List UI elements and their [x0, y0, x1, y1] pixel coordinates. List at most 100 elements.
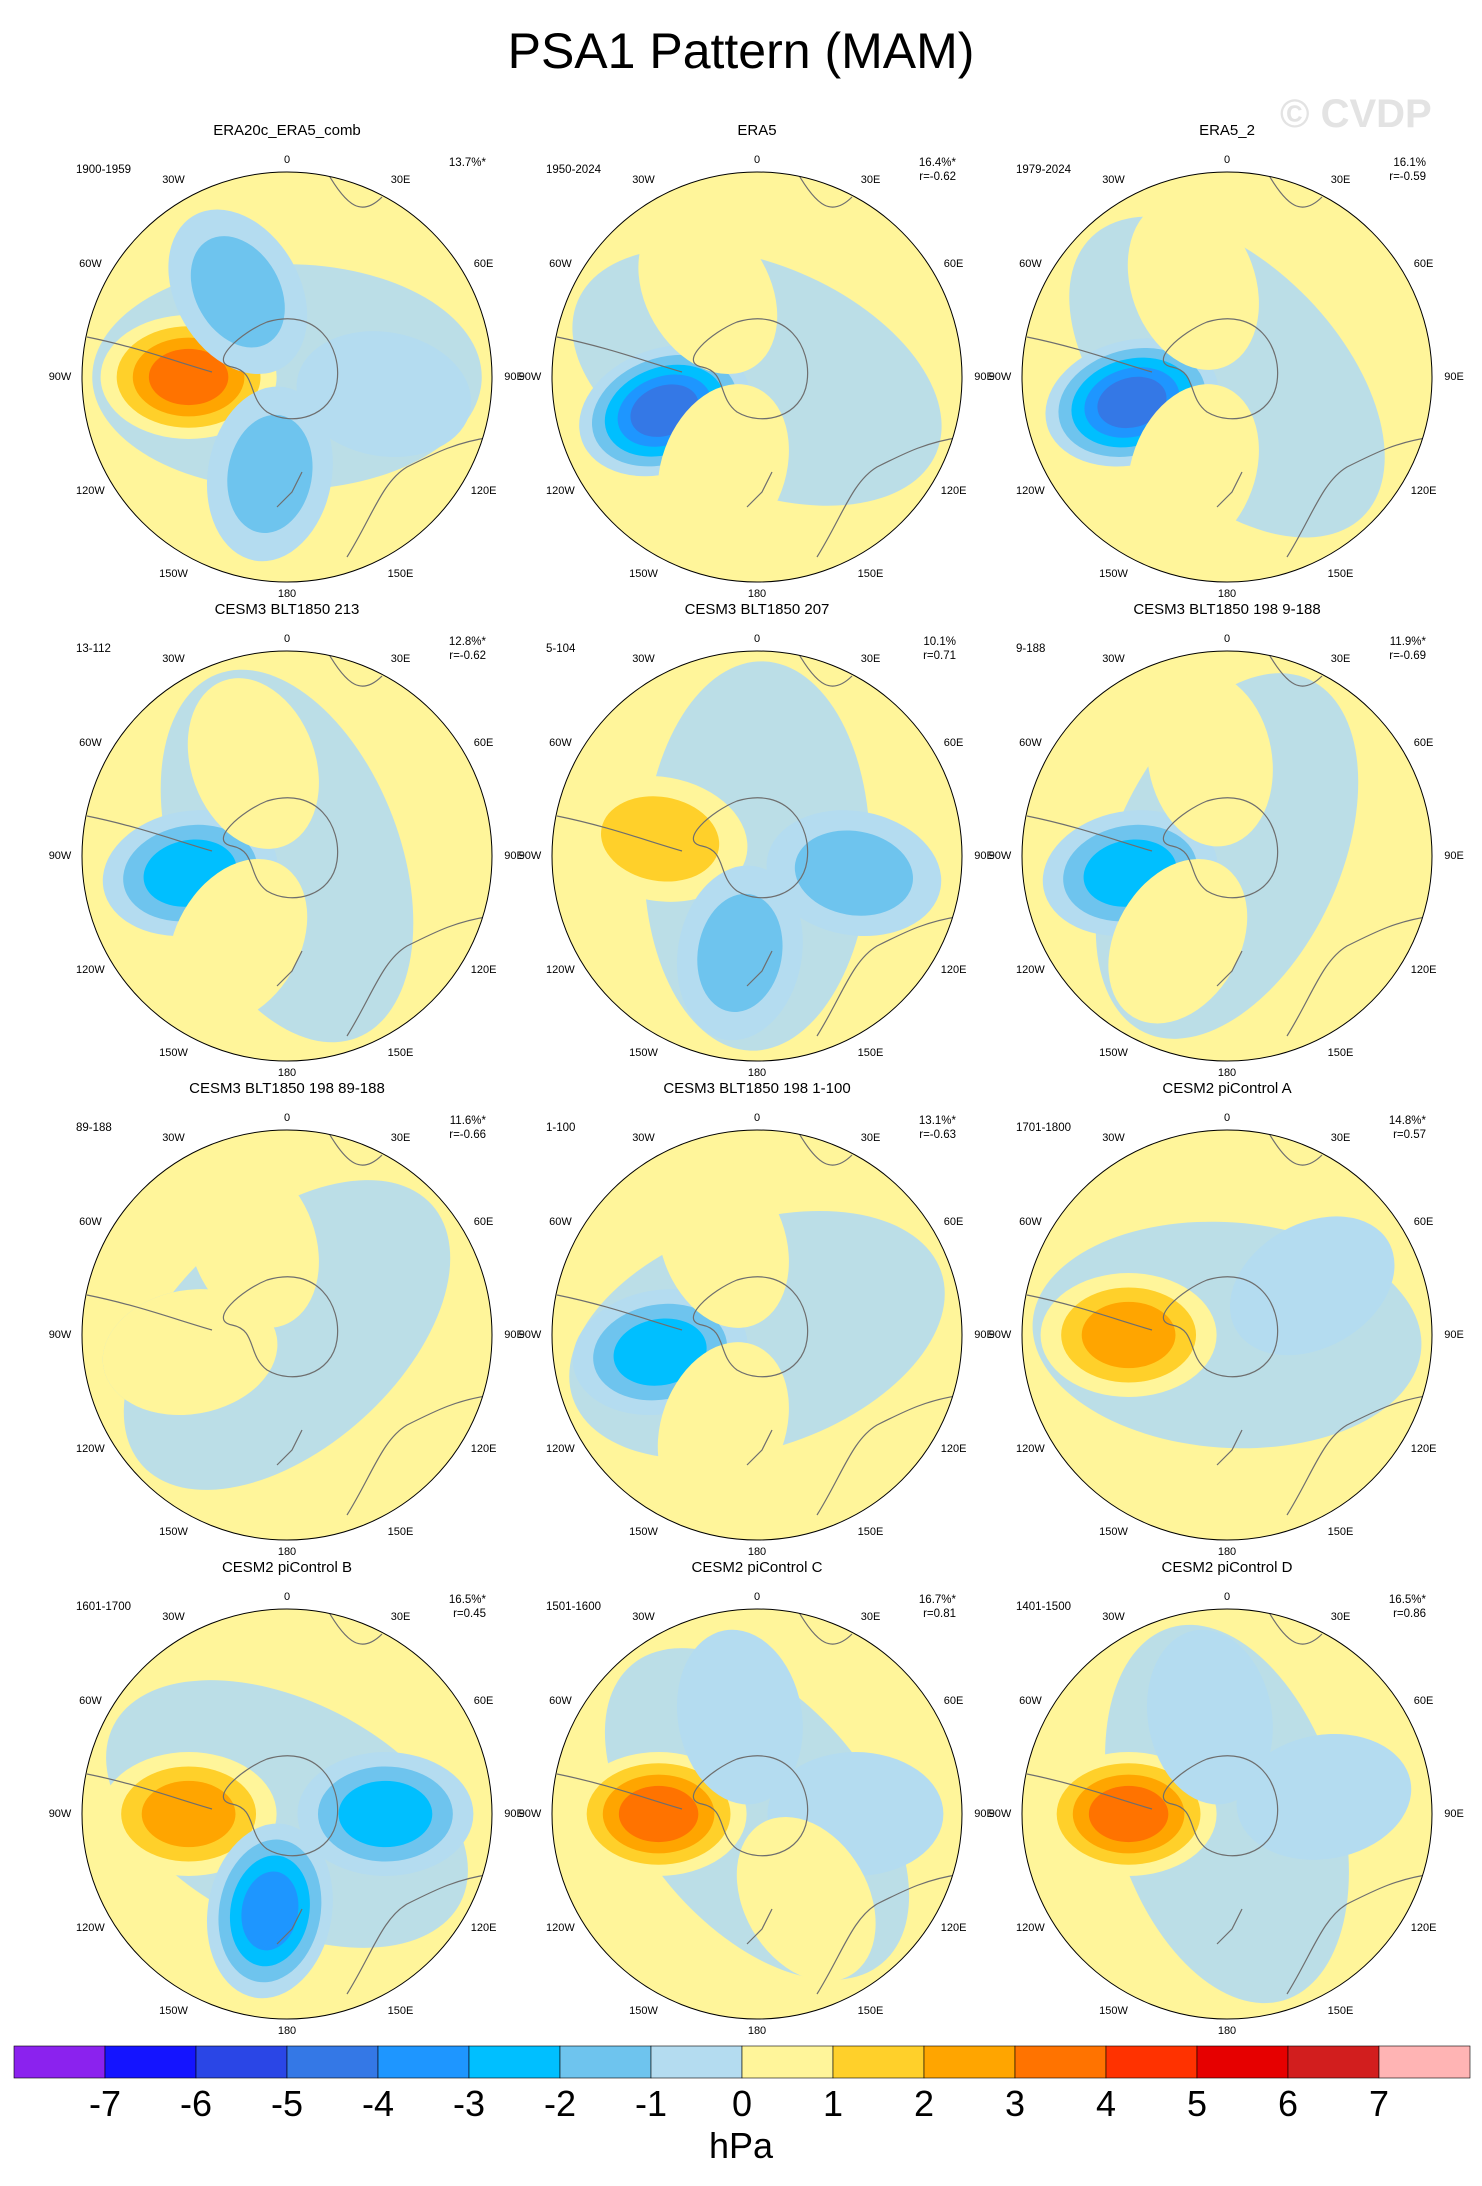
longitude-label: 150E [857, 2004, 884, 2017]
longitude-label: 120E [1410, 1442, 1437, 1455]
longitude-label: 30E [860, 174, 881, 187]
colorbar-tick-label: 1 [822, 2083, 844, 2124]
colorbar-tick-label: 5 [1186, 2083, 1208, 2124]
panel-title: ERA5_2 [1199, 122, 1255, 139]
longitude-label: 0 [283, 154, 291, 166]
anomaly-contour [657, 1157, 789, 1328]
new-zealand-coastline [276, 950, 303, 987]
longitude-label: 120W [1016, 1921, 1045, 1934]
longitude-label: 60E [1413, 1694, 1434, 1707]
antarctica-coastline [223, 318, 339, 420]
map-rim [1021, 1129, 1433, 1541]
longitude-label: 120W [546, 484, 575, 497]
map-rim [81, 1129, 493, 1541]
anomaly-contour [794, 830, 913, 916]
australia-coastline [346, 436, 492, 558]
australia-coastline [1286, 1873, 1432, 1995]
colorbar-tick-label: -4 [361, 2083, 395, 2124]
longitude-label: 30E [1330, 653, 1351, 666]
new-zealand-coastline [1216, 950, 1243, 987]
longitude-label: 60W [1019, 736, 1042, 749]
anomaly-contour [1127, 199, 1259, 370]
panel-variance-explained: 12.8%* [448, 636, 486, 648]
panel-period: 1979-2024 [1016, 164, 1071, 176]
map-rim [1021, 1608, 1433, 2020]
australia-coastline [1286, 436, 1432, 558]
panel-period: 5-104 [546, 643, 576, 655]
anomaly-contour [141, 1780, 236, 1848]
longitude-label: 60W [79, 736, 102, 749]
new-zealand-coastline [276, 1908, 303, 1945]
longitude-label: 90W [48, 850, 72, 862]
africa-coastline [326, 651, 383, 687]
panel-title: CESM2 piControl B [221, 1559, 353, 1576]
panel-correlation: r=-0.63 [919, 1129, 956, 1141]
longitude-label: 90W [988, 1808, 1012, 1820]
panel-variance-explained: 16.4%* [918, 157, 956, 169]
colorbar-swatch [1014, 2045, 1107, 2079]
panel-period: 13-112 [76, 643, 111, 655]
panel-variance-explained: 16.5%* [1388, 1594, 1426, 1606]
longitude-label: 120E [940, 1442, 967, 1455]
australia-coastline [346, 1394, 492, 1516]
antarctica-coastline [693, 318, 809, 420]
longitude-label: 30W [162, 174, 185, 187]
anomaly-contour [241, 1871, 299, 1951]
colorbar-tick-label: -6 [179, 2083, 213, 2124]
longitude-label: 30E [860, 1611, 881, 1624]
longitude-label: 150E [387, 1046, 414, 1059]
longitude-label: 60W [79, 1694, 102, 1707]
colorbar-tick-label: -5 [270, 2083, 304, 2124]
south-america-coastline [556, 1294, 683, 1331]
map-panel: CESM3 BLT1850 198 9-188 9-188 11.9%* r=-0.6… [988, 601, 1464, 1079]
panel-period: 1401-1500 [1016, 1601, 1071, 1613]
anomaly-contour [190, 236, 285, 348]
africa-coastline [1266, 172, 1323, 208]
longitude-label: 120W [1016, 484, 1045, 497]
polar-map [1021, 171, 1433, 583]
anomaly-contour [148, 348, 229, 406]
longitude-label: 90W [48, 371, 72, 383]
longitude-label: 120E [1410, 963, 1437, 976]
longitude-label: 180 [277, 1546, 297, 1558]
longitude-label: 60W [549, 1215, 572, 1228]
longitude-label: 180 [277, 588, 297, 600]
longitude-label: 120E [940, 484, 967, 497]
longitude-label: 120W [76, 484, 105, 497]
australia-coastline [816, 436, 962, 558]
longitude-label: 90E [974, 371, 994, 383]
south-america-coastline [86, 1773, 213, 1810]
longitude-label: 90W [48, 1329, 72, 1341]
panel-title: CESM3 BLT1850 213 [214, 601, 360, 618]
colorbar-tick-label: 3 [1004, 2083, 1026, 2124]
colorbar-tick-label: 7 [1368, 2083, 1390, 2124]
anomaly-contour [102, 1289, 278, 1416]
anomaly-contour [1097, 376, 1167, 429]
panel-title: CESM2 piControl A [1162, 1080, 1292, 1097]
longitude-label: 90E [1444, 1808, 1464, 1820]
longitude-label: 150W [629, 1046, 658, 1059]
longitude-label: 60W [79, 1215, 102, 1228]
longitude-label: 60E [1413, 1215, 1434, 1228]
panel-correlation: r=-0.62 [919, 171, 956, 183]
colorbar-tick-label: -7 [88, 2083, 122, 2124]
colorbar-swatch [468, 2045, 561, 2079]
longitude-label: 90E [504, 1808, 524, 1820]
longitude-label: 90W [518, 1808, 542, 1820]
panel-title: ERA5 [737, 122, 777, 139]
australia-coastline [816, 1394, 962, 1516]
longitude-label: 30W [632, 1611, 655, 1624]
anomaly-contour [1108, 858, 1248, 1024]
map-rim [1021, 650, 1433, 1062]
africa-coastline [796, 1609, 853, 1645]
longitude-label: 90W [988, 850, 1012, 862]
colorbar-tick-label: -1 [634, 2083, 668, 2124]
longitude-label: 120E [470, 1921, 497, 1934]
longitude-label: 90E [974, 1329, 994, 1341]
longitude-label: 0 [283, 1591, 291, 1603]
longitude-label: 120E [940, 963, 967, 976]
longitude-label: 180 [277, 1067, 297, 1079]
map-rim [1021, 171, 1433, 583]
australia-coastline [1286, 915, 1432, 1037]
longitude-label: 60E [473, 1694, 494, 1707]
